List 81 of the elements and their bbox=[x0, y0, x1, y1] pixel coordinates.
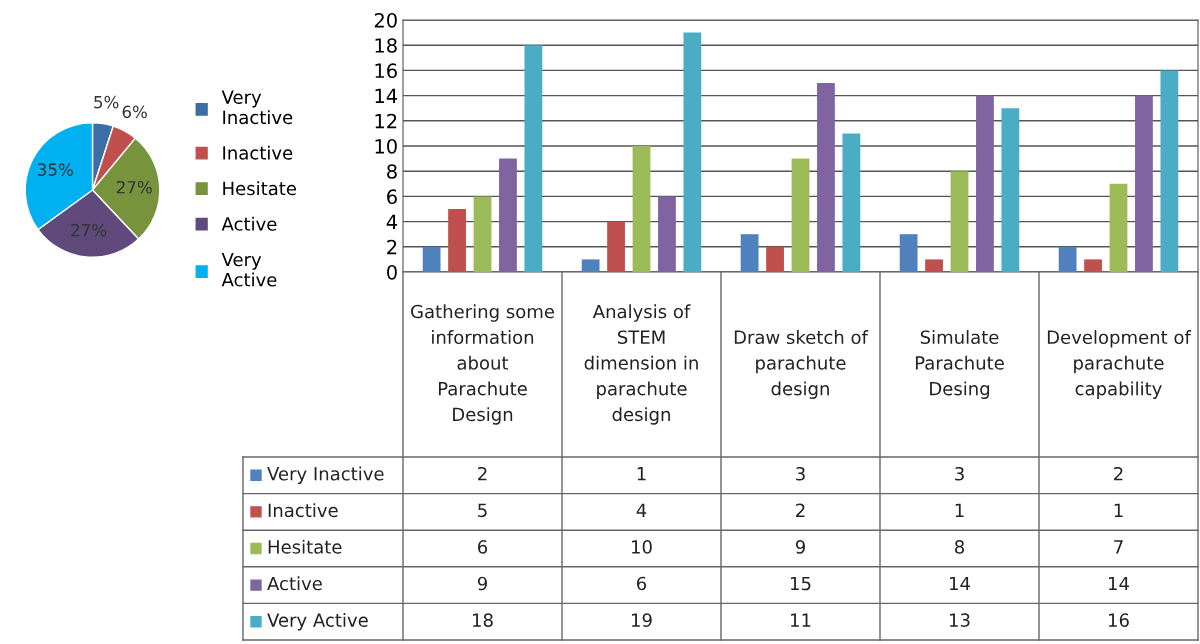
legend-label: Inactive bbox=[268, 503, 338, 518]
data-label: 9 bbox=[795, 540, 805, 554]
bar bbox=[740, 234, 759, 272]
data-label: 2 bbox=[796, 503, 805, 517]
data-label: 19 bbox=[632, 613, 652, 627]
bar bbox=[422, 246, 441, 272]
data-label: 1 bbox=[637, 467, 646, 481]
data-label: 16 bbox=[1109, 613, 1129, 627]
data-label: 1 bbox=[955, 503, 964, 517]
bar bbox=[1084, 259, 1102, 272]
data-label: 6 bbox=[478, 540, 488, 554]
data-label: 35% bbox=[38, 163, 73, 176]
data-label: 4 bbox=[636, 503, 647, 517]
bar bbox=[976, 95, 994, 272]
data-label: 27% bbox=[71, 223, 107, 237]
data-label: 13 bbox=[950, 613, 970, 627]
bar bbox=[766, 246, 784, 272]
data-label: 6 bbox=[637, 576, 647, 591]
bar bbox=[899, 234, 918, 272]
y-tick-label: 8 bbox=[387, 164, 397, 179]
x-tick-label: Gathering some information about Parachute Design bbox=[411, 304, 554, 425]
data-label: 2 bbox=[478, 466, 487, 481]
legend-label: Active bbox=[267, 576, 322, 591]
bar bbox=[1109, 183, 1128, 272]
legend-label: Very Inactive bbox=[267, 466, 384, 485]
bar bbox=[817, 83, 835, 272]
data-label: 15 bbox=[791, 576, 811, 591]
legend-label: Hesitate bbox=[223, 181, 297, 196]
x-tick-label: Draw sketch of parachute design bbox=[734, 330, 869, 399]
bar bbox=[842, 133, 861, 272]
y-tick-label: 20 bbox=[374, 12, 397, 28]
data-label: 5% bbox=[94, 95, 119, 109]
data-label: 7 bbox=[1114, 540, 1123, 554]
bar bbox=[581, 259, 600, 272]
y-tick-label: 2 bbox=[387, 239, 397, 255]
bar bbox=[1160, 70, 1179, 272]
bar bbox=[448, 209, 466, 272]
bar bbox=[925, 259, 943, 272]
x-tick-label: Analysis of STEM dimension in parachute design bbox=[584, 304, 698, 425]
data-label: 5 bbox=[478, 503, 487, 518]
legend-label: Inactive bbox=[223, 145, 293, 160]
y-tick-label: 16 bbox=[375, 63, 397, 79]
legend-label: Hesitate bbox=[268, 539, 342, 554]
data-label: 3 bbox=[955, 466, 964, 481]
data-label: 18 bbox=[473, 613, 493, 627]
bar bbox=[658, 196, 676, 272]
bar bbox=[1135, 95, 1153, 272]
x-tick-label: Simulate Parachute Desing bbox=[915, 330, 1004, 399]
bar bbox=[683, 32, 702, 272]
bar bbox=[1001, 108, 1020, 272]
y-tick-label: 18 bbox=[375, 38, 397, 53]
data-label: 27% bbox=[116, 180, 152, 194]
legend-label: Very Active bbox=[267, 612, 368, 631]
x-tick-label: Development of parachute capability bbox=[1047, 330, 1192, 399]
legend-label: Very Inactive bbox=[221, 90, 293, 125]
data-label: 10 bbox=[632, 540, 652, 554]
y-tick-label: 6 bbox=[387, 189, 397, 205]
bar bbox=[473, 196, 492, 272]
data-label: 2 bbox=[1114, 466, 1123, 481]
data-label: 14 bbox=[1109, 576, 1129, 591]
bar bbox=[499, 158, 517, 272]
y-tick-label: 12 bbox=[375, 113, 397, 129]
bar bbox=[1058, 246, 1077, 272]
y-tick-label: 14 bbox=[375, 88, 398, 103]
bar bbox=[524, 45, 543, 272]
y-tick-label: 0 bbox=[387, 264, 397, 280]
data-label: 9 bbox=[477, 576, 487, 591]
bar bbox=[791, 158, 810, 272]
bar bbox=[950, 171, 969, 272]
y-tick-label: 4 bbox=[386, 214, 398, 229]
data-label: 8 bbox=[954, 540, 965, 554]
data-label: 3 bbox=[796, 466, 805, 481]
data-label: 14 bbox=[950, 576, 970, 591]
data-label: 6% bbox=[122, 105, 147, 119]
legend-label: Very Active bbox=[221, 252, 277, 287]
data-label: 1 bbox=[1114, 503, 1123, 517]
data-label: 11 bbox=[791, 613, 811, 627]
bar bbox=[632, 146, 651, 272]
legend-label: Active bbox=[221, 216, 277, 231]
y-tick-label: 10 bbox=[375, 138, 397, 154]
bar bbox=[607, 221, 625, 272]
